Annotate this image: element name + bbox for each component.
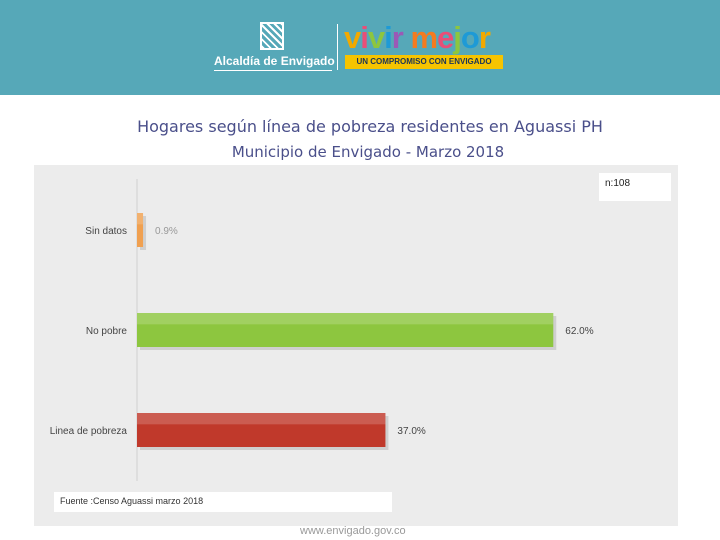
category-label: Sin datos — [85, 226, 127, 237]
chart-area: Sin datos 0.9% No pobre 62.0% Linea de pobre… — [34, 165, 678, 526]
bar-sin-datos — [137, 213, 144, 247]
bar-linea-de-pobreza — [137, 413, 386, 447]
vivir-mejor-tagline: UN COMPROMISO CON ENVIGADO — [345, 55, 503, 69]
emblem-icon — [260, 22, 284, 50]
footer-url: www.envigado.gov.co — [300, 525, 406, 537]
bar-no-pobre — [137, 313, 554, 347]
category-label: No pobre — [86, 326, 128, 337]
logo-divider — [337, 24, 338, 70]
page-subtitle: Municipio de Envigado - Marzo 2018 — [231, 143, 505, 161]
category-label: Linea de pobreza — [50, 426, 128, 437]
sample-size-note: n:108 — [599, 173, 671, 201]
value-label: 62.0% — [565, 326, 593, 337]
source-note: Fuente :Censo Aguassi marzo 2018 — [54, 492, 392, 512]
header-banner: Alcaldía de Envigado vivir mejor UN COMP… — [0, 0, 720, 95]
vivir-mejor-logo: vivir mejor UN COMPROMISO CON ENVIGADO — [344, 20, 504, 72]
alcaldia-logo: Alcaldía de Envigado — [214, 22, 335, 71]
value-label: 0.9% — [155, 226, 178, 237]
alcaldia-logo-text: Alcaldía de Envigado — [214, 54, 335, 71]
bar-highlight — [137, 413, 386, 425]
bar-highlight — [137, 213, 144, 225]
page-title: Hogares según línea de pobreza residente… — [137, 117, 603, 136]
bar-highlight — [137, 313, 554, 325]
bar-chart: Sin datos 0.9% No pobre 62.0% Linea de pobre… — [50, 179, 594, 481]
vivir-mejor-wordmark: vivir mejor — [344, 20, 491, 55]
value-label: 37.0% — [397, 426, 425, 437]
